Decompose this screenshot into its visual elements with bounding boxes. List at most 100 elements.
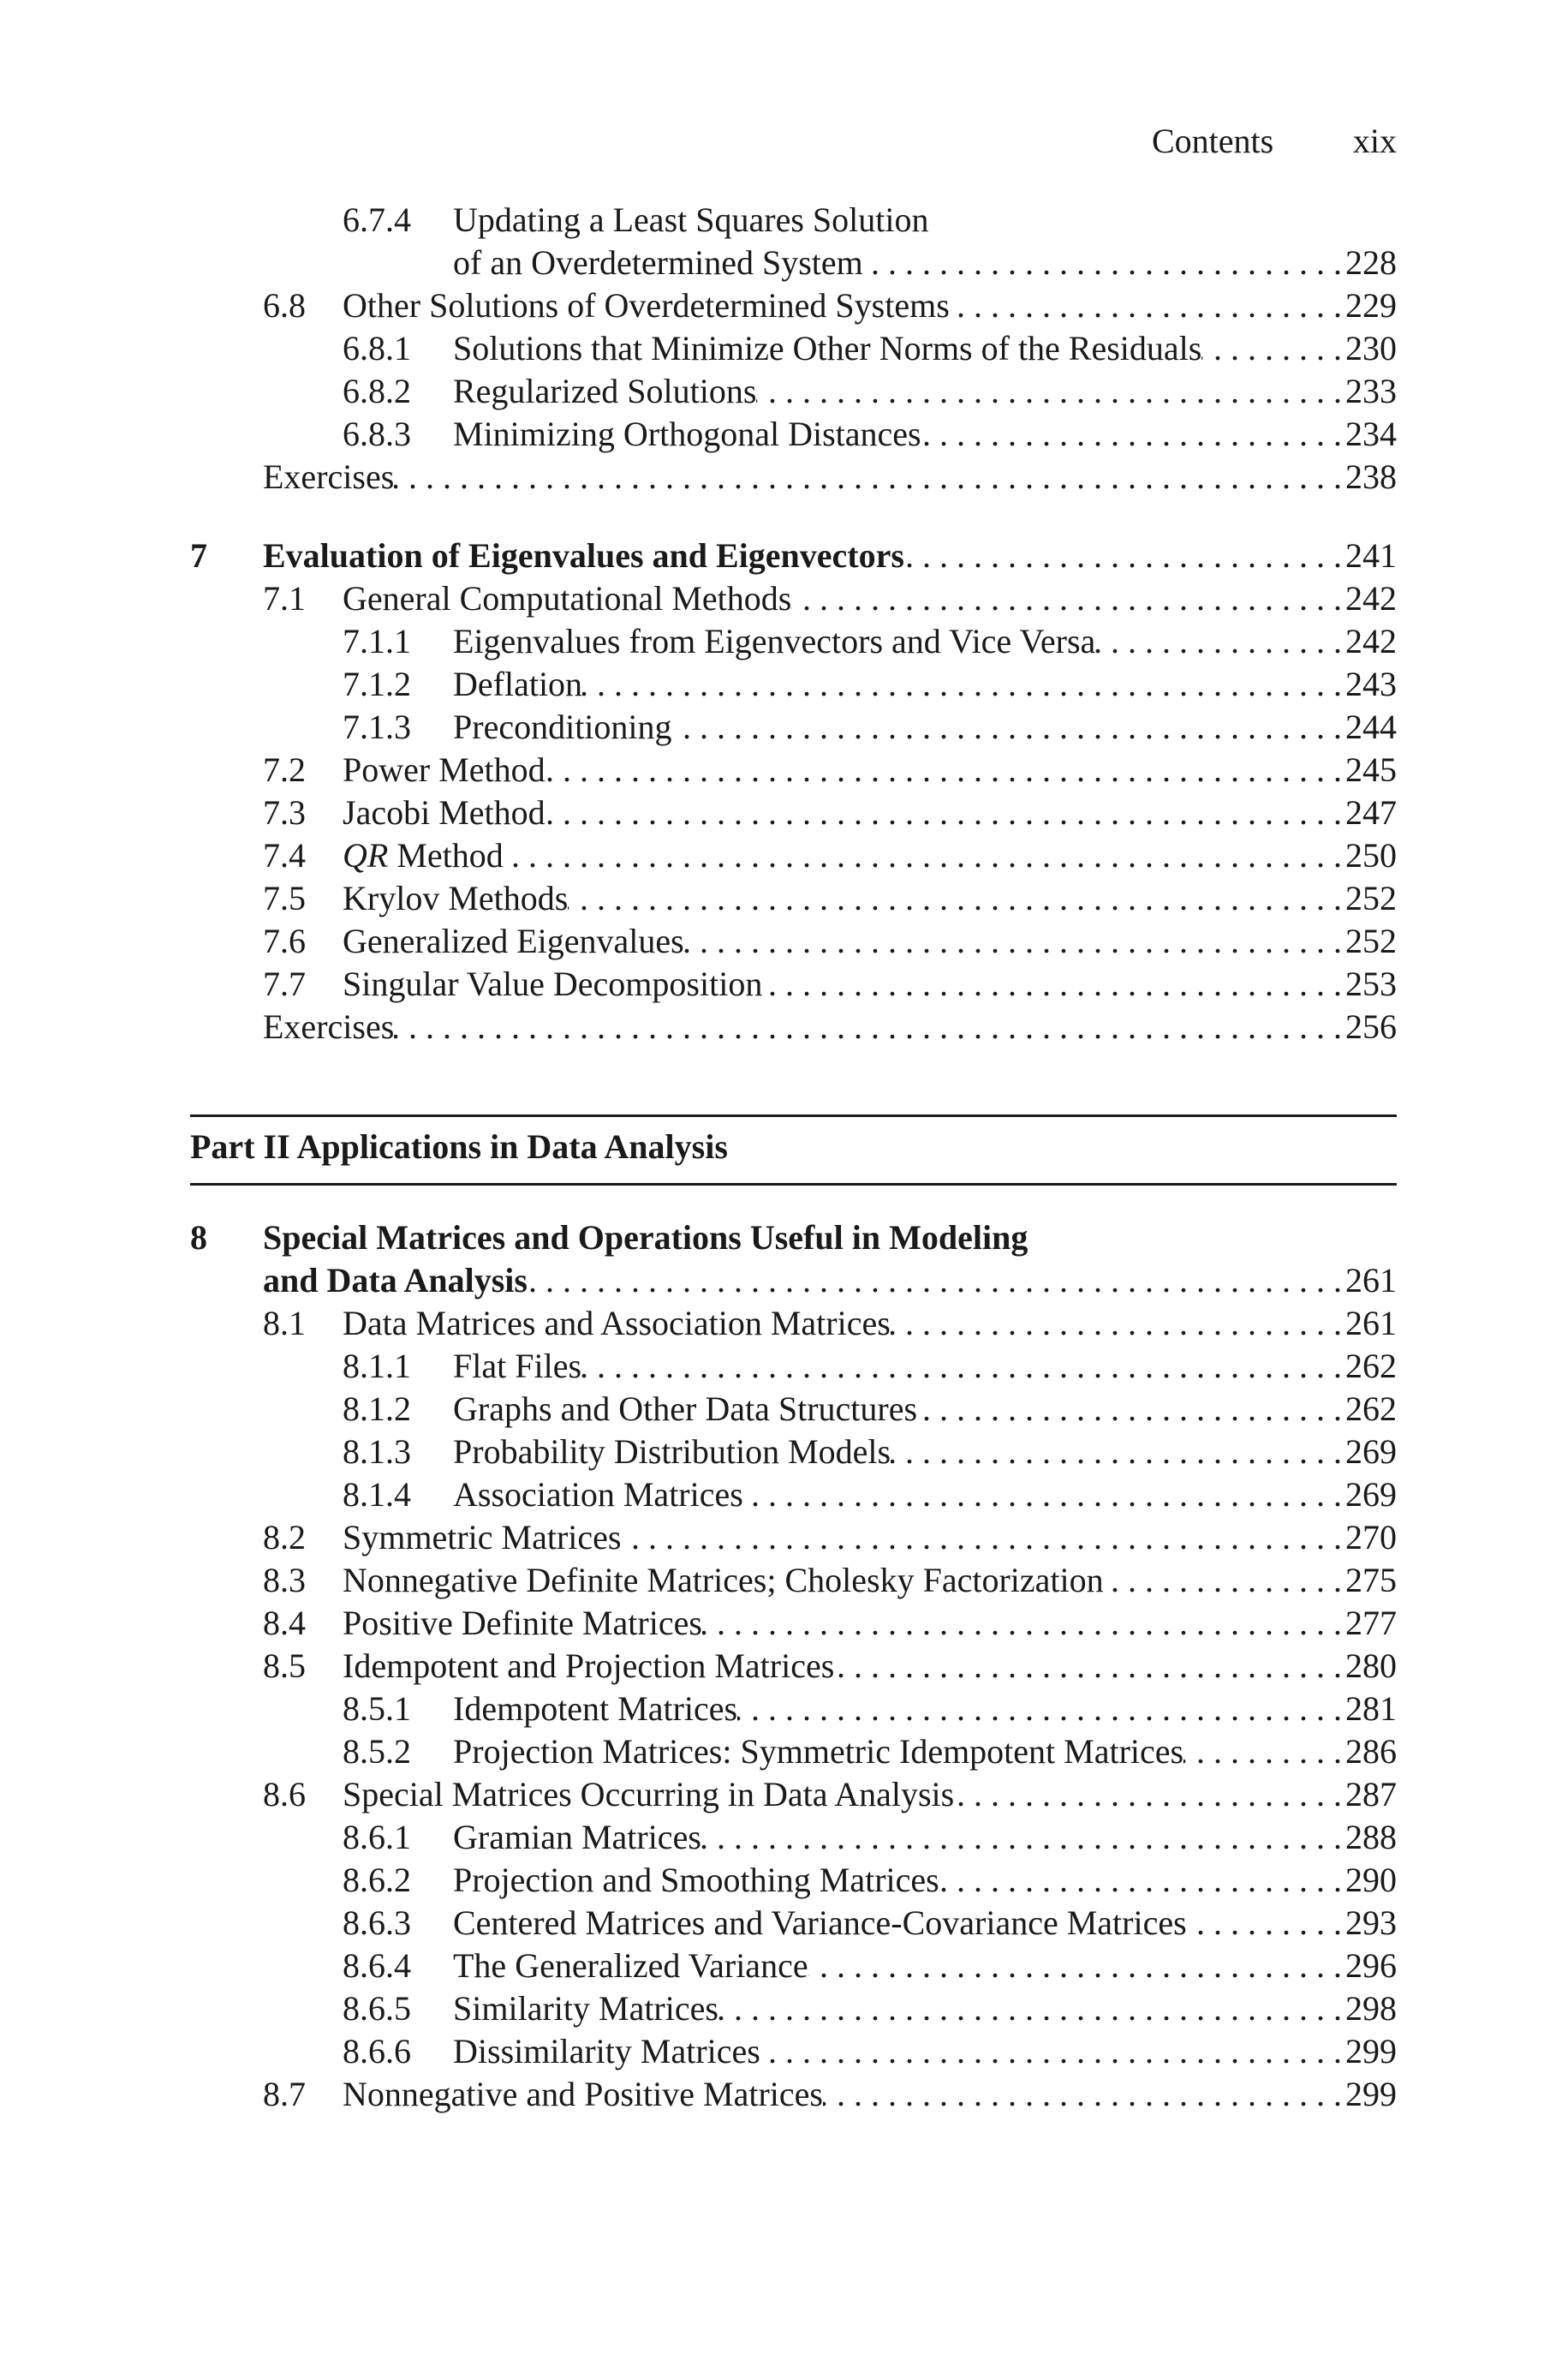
- entry-number: 8.1: [263, 1304, 306, 1342]
- entry-page: 252: [1345, 922, 1397, 960]
- entry-page: 234: [1345, 415, 1397, 453]
- entry-title-text: Nonnegative and Positive Matrices: [343, 2075, 823, 2113]
- toc-entry-section[interactable]: 7.6 Generalized Eigenvalues 252: [0, 920, 1568, 963]
- entry-body: Positive Definite Matrices 277: [343, 1602, 1397, 1645]
- entry-title-text: Similarity Matrices: [453, 1989, 718, 2028]
- toc-entry-exercises[interactable]: Exercises 256: [0, 1006, 1568, 1049]
- toc-entry-section[interactable]: 7.3 Jacobi Method 247: [0, 792, 1568, 834]
- entry-title-text: Special Matrices and Operations Useful i…: [263, 1218, 1028, 1257]
- toc-entry-subsection[interactable]: 6.8.3 Minimizing Orthogonal Distances 234: [0, 413, 1568, 456]
- toc-entry-subsection[interactable]: 8.6.1 Gramian Matrices 288: [0, 1816, 1568, 1859]
- toc-entry-section[interactable]: 7.5 Krylov Methods 252: [0, 877, 1568, 920]
- entry-title-text: Singular Value Decomposition: [343, 965, 763, 1003]
- entry-title: Generalized Eigenvalues: [343, 920, 684, 963]
- toc-entry-subsection[interactable]: 8.5.1 Idempotent Matrices 281: [0, 1688, 1568, 1730]
- leader-dots: [528, 1259, 1345, 1302]
- toc-group-chapter-8: 8 Special Matrices and Operations Useful …: [0, 1216, 1568, 2116]
- part-heading: Part II Applications in Data Analysis: [190, 1126, 728, 1168]
- entry-body: Deflation 243: [453, 663, 1397, 706]
- toc-entry-section[interactable]: 8.4 Positive Definite Matrices 277: [0, 1602, 1568, 1645]
- entry-title: Special Matrices and Operations Useful i…: [263, 1216, 1028, 1259]
- leader-dots: [1201, 327, 1345, 370]
- entry-number: 7.1.3: [343, 708, 411, 746]
- entry-page: 228: [1345, 243, 1397, 282]
- toc-entry-subsection[interactable]: 6.8.2 Regularized Solutions 233: [0, 370, 1568, 413]
- toc-entry-chapter[interactable]: 8 Special Matrices and Operations Useful …: [0, 1216, 1568, 1259]
- entry-number: 8.1.2: [343, 1389, 411, 1428]
- toc-entry-section[interactable]: 7.4 QR Method 250: [0, 834, 1568, 877]
- entry-title-text: The Generalized Variance: [453, 1946, 808, 1985]
- toc-entry-subsection[interactable]: 8.6.6 Dissimilarity Matrices 299: [0, 2030, 1568, 2073]
- toc-entry-section[interactable]: 8.6 Special Matrices Occurring in Data An…: [0, 1773, 1568, 1816]
- entry-page: 290: [1345, 1861, 1397, 1899]
- toc-entry-subsection[interactable]: 8.6.2 Projection and Smoothing Matrices 29…: [0, 1859, 1568, 1902]
- toc-entry-subsection[interactable]: 7.1.3 Preconditioning 244: [0, 706, 1568, 749]
- running-header-title: Contents: [1152, 122, 1274, 160]
- entry-number: 7: [190, 536, 207, 575]
- entry-body: Probability Distribution Models 269: [453, 1431, 1397, 1473]
- leader-dots: [939, 1859, 1345, 1902]
- entry-body: Gramian Matrices 288: [453, 1816, 1397, 1859]
- toc-entry-subsection[interactable]: 8.1.4 Association Matrices 269: [0, 1473, 1568, 1516]
- entry-page: 262: [1345, 1389, 1397, 1428]
- entry-page: 250: [1345, 836, 1397, 875]
- entry-number: 7.3: [263, 793, 306, 832]
- entry-title-text: Method: [388, 836, 504, 875]
- toc-entry-section[interactable]: 6.8 Other Solutions of Overdetermined Sys…: [0, 284, 1568, 327]
- entry-title: Updating a Least Squares Solution: [453, 199, 928, 242]
- toc-entry-exercises[interactable]: Exercises 238: [0, 456, 1568, 499]
- entry-title-text: Generalized Eigenvalues: [343, 922, 684, 960]
- leader-dots: [1095, 620, 1345, 663]
- entry-number: 7.5: [263, 879, 306, 917]
- toc-entry-section[interactable]: 8.7 Nonnegative and Positive Matrices 299: [0, 2073, 1568, 2116]
- entry-title: Positive Definite Matrices: [343, 1602, 702, 1645]
- toc-entry-subsection[interactable]: 6.8.1 Solutions that Minimize Other Norms…: [0, 327, 1568, 370]
- leader-dots: [762, 963, 1345, 1006]
- toc-entry-section[interactable]: 8.1 Data Matrices and Association Matrice…: [0, 1302, 1568, 1345]
- toc-entry-section[interactable]: 8.2 Symmetric Matrices 270: [0, 1516, 1568, 1559]
- toc-entry-subsection[interactable]: 8.1.3 Probability Distribution Models 269: [0, 1431, 1568, 1473]
- entry-number: 7.2: [263, 750, 306, 789]
- toc-entry-subsection[interactable]: 7.1.1 Eigenvalues from Eigenvectors and V…: [0, 620, 1568, 663]
- leader-dots: [954, 1773, 1345, 1816]
- entry-title: Singular Value Decomposition: [343, 963, 762, 1006]
- entry-page: 262: [1345, 1347, 1397, 1385]
- entry-number: 7.1.2: [343, 665, 411, 703]
- toc-entry-subsection[interactable]: 8.1.1 Flat Files 262: [0, 1345, 1568, 1388]
- toc-entry-section[interactable]: 8.5 Idempotent and Projection Matrices 280: [0, 1645, 1568, 1688]
- toc-entry-section[interactable]: 7.1 General Computational Methods 242: [0, 577, 1568, 620]
- page-number: xix: [1352, 122, 1397, 160]
- leader-dots: [904, 535, 1345, 577]
- toc-entry-chapter[interactable]: 7 Evaluation of Eigenvalues and Eigenvect…: [0, 535, 1568, 577]
- leader-dots: [672, 706, 1345, 749]
- entry-page: 241: [1345, 536, 1397, 575]
- entry-number: 6.7.4: [343, 200, 411, 239]
- toc-entry-subsection[interactable]: 8.6.5 Similarity Matrices 298: [0, 1987, 1568, 2030]
- toc-entry-subsection[interactable]: 8.6.3 Centered Matrices and Variance-Cova…: [0, 1902, 1568, 1945]
- entry-title-text: Regularized Solutions: [453, 372, 757, 410]
- entry-number: 7.6: [263, 922, 306, 960]
- entry-title: The Generalized Variance: [453, 1945, 808, 1987]
- toc-entry-section[interactable]: 8.3 Nonnegative Definite Matrices; Choles…: [0, 1559, 1568, 1602]
- toc-entry-subsection[interactable]: 8.1.2 Graphs and Other Data Structures 262: [0, 1388, 1568, 1431]
- entry-body: Special Matrices Occurring in Data Analy…: [343, 1773, 1397, 1816]
- entry-title: Nonnegative and Positive Matrices: [343, 2073, 823, 2116]
- entry-body: Special Matrices and Operations Useful i…: [263, 1216, 1397, 1259]
- entry-page: 238: [1345, 457, 1397, 496]
- entry-page: 261: [1345, 1261, 1397, 1300]
- entry-body: Projection Matrices: Symmetric Idempoten…: [453, 1730, 1397, 1773]
- toc-entry-subsection[interactable]: 7.1.2 Deflation 243: [0, 663, 1568, 706]
- entry-title: QR Method: [343, 834, 504, 877]
- toc-entry-section[interactable]: 7.7 Singular Value Decomposition 253: [0, 963, 1568, 1006]
- toc-entry-section[interactable]: 7.2 Power Method 245: [0, 749, 1568, 792]
- toc-entry-subsection[interactable]: 6.7.4 Updating a Least Squares Solution: [0, 199, 1568, 242]
- entry-title: Dissimilarity Matrices: [453, 2030, 760, 2073]
- entry-title-text: Evaluation of Eigenvalues and Eigenvecto…: [263, 536, 904, 575]
- leader-dots: [1187, 1902, 1345, 1945]
- entry-title: Similarity Matrices: [453, 1987, 718, 2030]
- toc-group-chapter-6: 6.7.4 Updating a Least Squares Solution of…: [0, 199, 1568, 499]
- entry-body: Projection and Smoothing Matrices 290: [453, 1859, 1397, 1902]
- toc-entry-subsection[interactable]: 8.6.4 The Generalized Variance 296: [0, 1945, 1568, 1987]
- toc-entry-subsection[interactable]: 8.5.2 Projection Matrices: Symmetric Idem…: [0, 1730, 1568, 1773]
- entry-number: 8.6: [263, 1775, 306, 1813]
